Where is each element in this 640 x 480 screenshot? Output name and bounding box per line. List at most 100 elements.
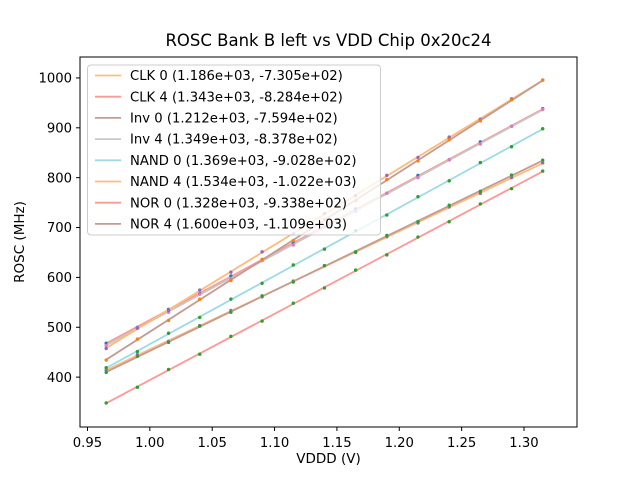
x-tick-label: 1.00 <box>135 436 164 451</box>
x-tick-label: 1.20 <box>385 436 414 451</box>
data-point <box>166 367 171 372</box>
chart-title: ROSC Bank B left vs VDD Chip 0x20c24 <box>165 31 491 50</box>
y-tick-label: 700 <box>47 221 72 236</box>
legend-label: Inv 4 (1.349e+03, -8.378e+02) <box>130 133 338 148</box>
data-point <box>198 297 202 301</box>
data-point <box>104 346 108 351</box>
data-point <box>541 158 545 162</box>
data-point <box>198 324 202 328</box>
x-tick-label: 1.30 <box>509 436 538 451</box>
data-point <box>541 78 545 82</box>
legend-label: NOR 4 (1.600e+03, -1.109e+03) <box>130 218 347 233</box>
legend-box <box>87 64 381 236</box>
data-point <box>385 191 389 195</box>
data-point <box>541 107 545 112</box>
data-point <box>322 286 327 290</box>
y-axis-label: ROSC (MHz) <box>12 201 28 283</box>
data-point <box>322 247 327 251</box>
data-point <box>478 160 483 165</box>
data-point <box>385 253 389 257</box>
data-point <box>260 281 264 285</box>
data-point <box>509 173 514 177</box>
series-inv-0 <box>104 158 545 375</box>
data-point <box>447 157 451 162</box>
data-point <box>291 238 295 243</box>
data-point <box>135 385 140 389</box>
data-point <box>478 119 483 123</box>
data-point <box>353 250 358 254</box>
data-point <box>416 155 420 160</box>
data-point <box>229 270 233 274</box>
data-point <box>353 268 358 272</box>
data-point <box>447 135 451 139</box>
legend-label: Inv 0 (1.212e+03, -7.594e+02) <box>130 112 338 127</box>
data-point <box>478 142 483 146</box>
data-point <box>260 257 264 262</box>
legend-label: NAND 4 (1.534e+03, -1.022e+03) <box>130 175 357 190</box>
data-point <box>478 202 483 206</box>
legend-label: NAND 0 (1.369e+03, -9.028e+02) <box>130 154 357 169</box>
data-point <box>291 263 295 267</box>
data-point <box>229 334 233 339</box>
data-point <box>541 127 545 131</box>
data-point <box>104 343 108 348</box>
data-point <box>260 294 264 298</box>
data-point <box>416 175 420 180</box>
data-point <box>291 280 295 284</box>
data-point <box>198 352 202 356</box>
data-point <box>135 349 140 354</box>
legend-label: CLK 4 (1.343e+03, -8.284e+02) <box>130 90 343 105</box>
data-point <box>541 169 545 173</box>
data-point <box>416 235 420 239</box>
data-point <box>322 263 327 268</box>
y-tick-label: 1000 <box>38 72 72 87</box>
axes-frame <box>79 56 578 428</box>
data-point <box>509 124 514 128</box>
data-point <box>447 179 451 183</box>
data-point <box>135 326 140 330</box>
data-point <box>385 173 389 178</box>
data-point <box>509 145 514 149</box>
data-point <box>198 292 202 296</box>
x-tick-label: 1.15 <box>322 436 351 451</box>
data-point <box>104 358 108 362</box>
y-tick-label: 600 <box>47 271 72 286</box>
data-point <box>509 186 514 191</box>
data-point <box>447 137 451 142</box>
data-point <box>416 195 420 199</box>
data-point <box>478 189 483 194</box>
y-tick-label: 800 <box>47 171 72 186</box>
y-tick-label: 500 <box>47 321 72 336</box>
legend-label: NOR 0 (1.328e+03, -9.338e+02) <box>130 196 347 211</box>
data-point <box>198 315 202 320</box>
data-point <box>291 243 295 247</box>
x-tick-label: 1.25 <box>447 436 476 451</box>
y-tick-label: 900 <box>47 122 72 137</box>
data-point <box>447 203 451 207</box>
legend-label: CLK 0 (1.186e+03, -7.305e+02) <box>130 69 343 84</box>
x-axis: 0.95 1.00 1.05 1.10 1.15 1.20 1.25 1.30 <box>73 427 539 451</box>
data-point <box>385 177 389 182</box>
data-point <box>291 301 295 305</box>
data-point <box>416 219 420 224</box>
x-tick-label: 1.05 <box>198 436 227 451</box>
legend: CLK 0 (1.186e+03, -7.305e+02) CLK 4 (1.34… <box>87 64 381 236</box>
data-point <box>541 161 545 165</box>
data-point <box>229 310 233 314</box>
x-tick-label: 1.10 <box>260 436 289 451</box>
data-point <box>260 250 264 254</box>
data-point <box>260 319 264 323</box>
data-point <box>166 308 171 313</box>
data-point <box>447 220 451 224</box>
data-point <box>198 288 202 292</box>
x-axis-label: VDDD (V) <box>296 451 360 467</box>
data-point <box>385 213 389 217</box>
data-point <box>135 354 140 358</box>
data-point <box>166 331 171 335</box>
data-point <box>229 278 233 283</box>
data-point <box>509 98 514 102</box>
data-point <box>104 370 108 375</box>
data-point <box>104 401 108 405</box>
